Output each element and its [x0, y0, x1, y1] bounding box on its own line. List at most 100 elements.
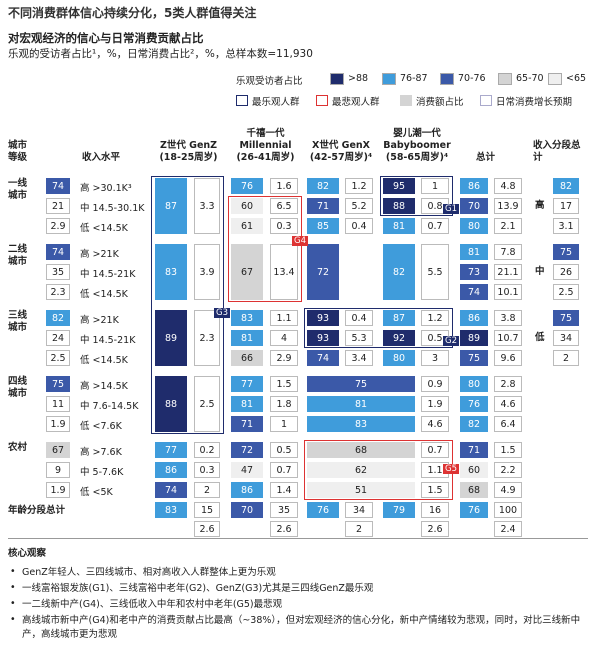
legend-key: 日常消费增长预期 [496, 97, 573, 108]
optimism-cell: 83 [307, 416, 415, 432]
optimism-cell: 60 [231, 198, 263, 214]
income-label: 低 <14.5K [80, 355, 128, 366]
income-total: 75 [553, 244, 579, 260]
optimism-cell: 86 [460, 310, 488, 326]
optimism-cell: 75 [307, 376, 415, 392]
income-total-label: 中 [535, 266, 545, 277]
legend-swatch [440, 73, 454, 85]
subtitle: 对宏观经济的信心与日常消费贡献占比 [8, 31, 204, 45]
header-genz: Z世代 GenZ [159, 140, 218, 151]
observation: 一二线新中产(G4)、三线低收入中年和农村中老年(G5)最悲观 [22, 599, 283, 610]
share-cell: 0.3 [194, 462, 220, 478]
income-label: 中 14.5-30.1K [80, 203, 145, 214]
header-income: 收入水平 [82, 152, 121, 163]
highlight-box [151, 176, 224, 434]
footer-share: 100 [494, 502, 522, 518]
share-cell: 7.8 [494, 244, 522, 260]
share-cell: 2.3 [194, 310, 220, 366]
income-label: 中 7.6-14.5K [80, 401, 139, 412]
share-cell: 4.9 [494, 482, 522, 498]
share-cell: 1.4 [270, 482, 298, 498]
optimism-cell: 73 [460, 264, 488, 280]
city-total: 2.5 [46, 350, 70, 366]
legend-title: 乐观受访者占比 [236, 76, 303, 87]
optimism-cell: 70 [460, 198, 488, 214]
income-total: 3.1 [553, 218, 579, 234]
optimism-cell: 88 [383, 198, 415, 214]
income-total: 82 [553, 178, 579, 194]
observations-title: 核心观察 [8, 548, 47, 559]
footer-growth: 2.6 [194, 521, 220, 537]
highlight-tag: G5 [443, 464, 459, 474]
observation-bullet: • [10, 582, 16, 593]
optimism-cell: 80 [383, 350, 415, 366]
footer-share: 35 [270, 502, 298, 518]
optimism-cell: 67 [231, 244, 263, 300]
income-total: 2 [553, 350, 579, 366]
share-cell: 0.7 [421, 442, 449, 458]
observation-bullet: • [10, 614, 16, 625]
legend-label: 76-87 [400, 73, 428, 84]
optimism-cell: 87 [155, 178, 187, 234]
share-cell: 0.9 [421, 376, 449, 392]
city-total: 11 [46, 396, 70, 412]
note: 乐观的受访者占比¹，%，日常消费占比²，%，总样本数=11,930 [8, 48, 313, 60]
optimism-cell: 81 [231, 330, 263, 346]
optimism-cell: 68 [307, 442, 415, 458]
header-city: 城市等级 [8, 140, 28, 163]
income-label: 中 5-7.6K [80, 467, 124, 478]
income-label: 高 >30.1K³ [80, 183, 132, 194]
income-label: 高 >7.6K [80, 447, 122, 458]
optimism-cell: 77 [155, 442, 187, 458]
footer-share: 16 [421, 502, 449, 518]
highlight-box [228, 196, 302, 302]
legend-swatch [382, 73, 396, 85]
share-cell: 1.5 [270, 376, 298, 392]
share-cell: 2.5 [194, 376, 220, 432]
optimism-cell: 71 [307, 198, 339, 214]
share-cell: 1.8 [270, 396, 298, 412]
footer-share: 34 [345, 502, 373, 518]
income-total: 75 [553, 310, 579, 326]
city-total: 35 [46, 264, 70, 280]
optimism-cell: 76 [231, 178, 263, 194]
optimism-cell: 85 [307, 218, 339, 234]
share-cell: 6.5 [270, 198, 298, 214]
share-cell: 0.5 [270, 442, 298, 458]
share-cell: 1.1 [270, 310, 298, 326]
header-boomer: 婴儿潮一代 [393, 128, 441, 139]
header-genz: (18-25周岁) [159, 152, 218, 163]
income-total: 26 [553, 264, 579, 280]
city-total: 24 [46, 330, 70, 346]
share-cell: 0.4 [345, 310, 373, 326]
share-cell: 6.4 [494, 416, 522, 432]
city-total: 67 [46, 442, 70, 458]
share-cell: 13.4 [270, 244, 298, 300]
divider [8, 538, 588, 539]
share-cell: 4.6 [494, 396, 522, 412]
legend-key-icon [316, 95, 328, 106]
share-cell: 0.2 [194, 442, 220, 458]
income-label: 低 <14.5K [80, 289, 128, 300]
highlight-box [304, 308, 453, 348]
city-label: 一线城市 [8, 178, 28, 201]
city-total: 82 [46, 310, 70, 326]
footer-optimism: 83 [155, 502, 187, 518]
city-total: 74 [46, 244, 70, 260]
share-cell: 1.9 [421, 396, 449, 412]
observation: GenZ年轻人、三四线城市、相对高收入人群整体上更为乐观 [22, 567, 276, 578]
share-cell: 3.8 [494, 310, 522, 326]
header-mill: Millennial [239, 140, 292, 151]
income-label: 低 <14.5K [80, 223, 128, 234]
city-total: 2.9 [46, 218, 70, 234]
share-cell: 0.7 [421, 218, 449, 234]
share-cell: 2 [194, 482, 220, 498]
income-total: 17 [553, 198, 579, 214]
share-cell: 4.8 [494, 178, 522, 194]
highlight-tag: G3 [214, 308, 230, 318]
share-cell: 3.3 [194, 178, 220, 234]
header-mill: (26-41周岁) [236, 152, 295, 163]
optimism-cell: 76 [460, 396, 488, 412]
legend-label: <65 [566, 73, 587, 84]
